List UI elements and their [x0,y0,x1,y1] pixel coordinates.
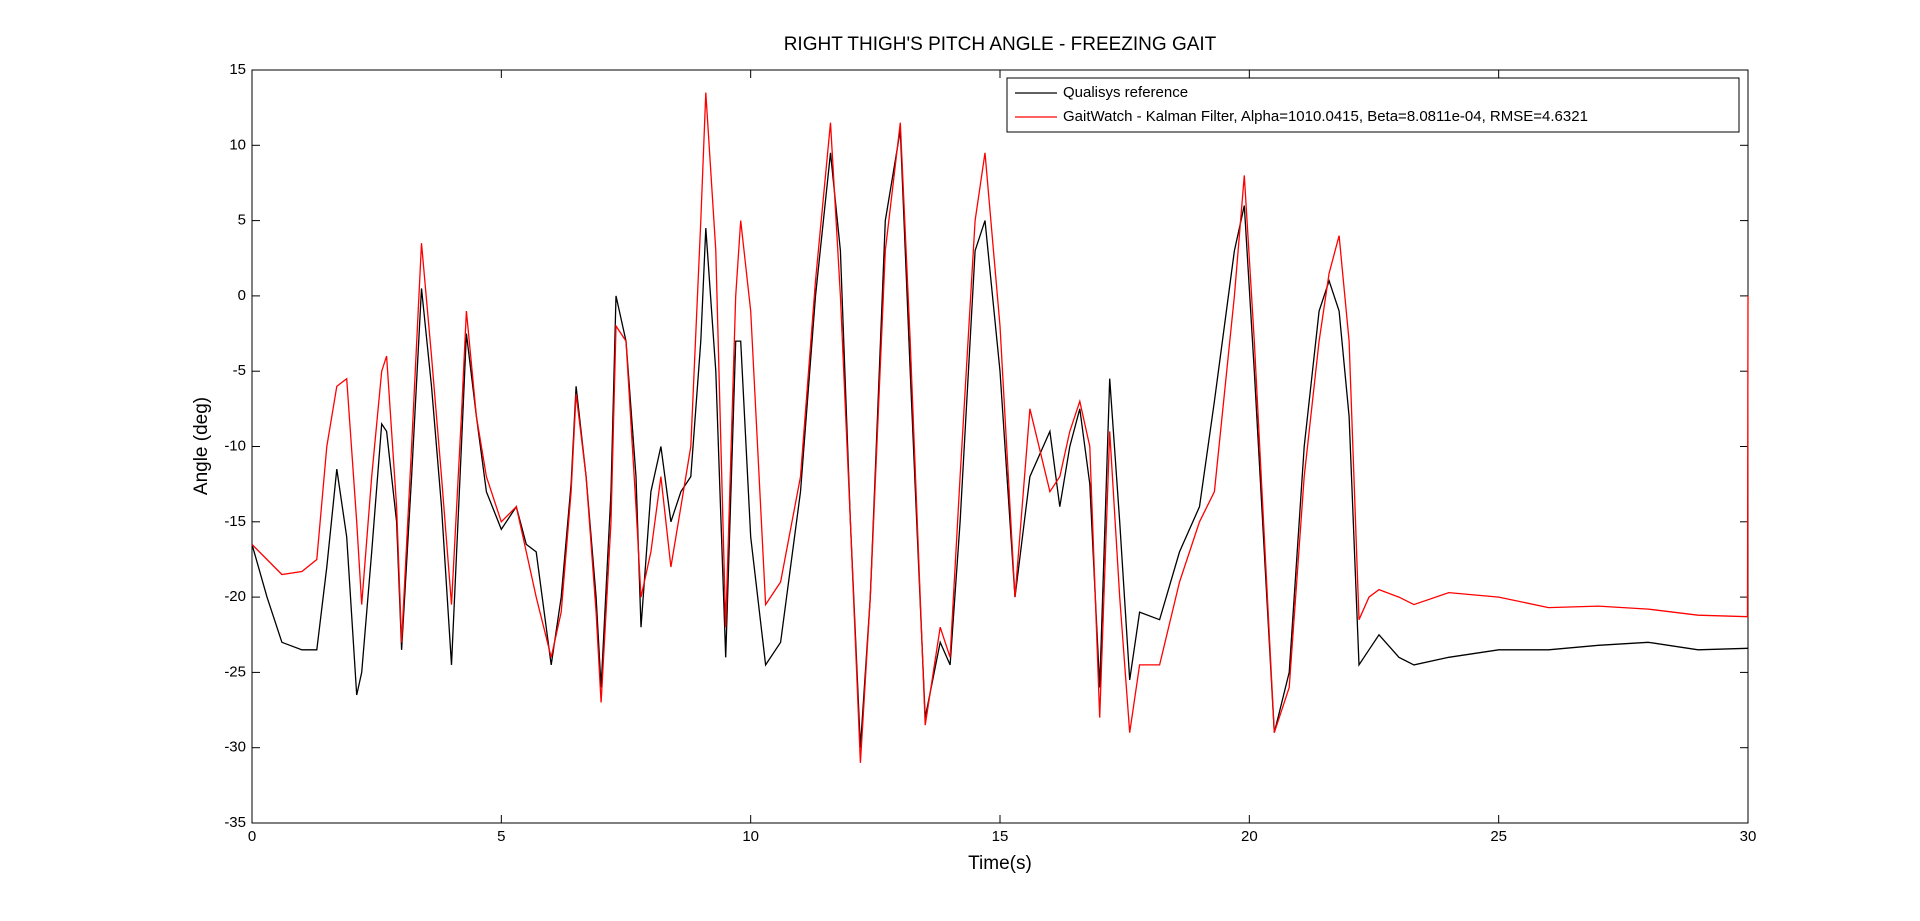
x-tick-label: 0 [248,828,256,845]
x-tick-label: 25 [1490,828,1507,845]
x-tick-label: 10 [742,828,759,845]
x-tick-label: 30 [1740,828,1757,845]
data-line [251,92,1749,763]
chart-title: RIGHT THIGH'S PITCH ANGLE - FREEZING GAI… [784,34,1217,55]
legend-label: Qualisys reference [1063,84,1188,101]
y-tick-label: -25 [224,663,246,680]
y-tick-label: 0 [238,287,246,304]
y-tick-label: -35 [224,814,246,831]
y-tick-label: -20 [224,588,246,605]
y-tick-label: 15 [229,61,246,78]
legend-box [1006,77,1740,133]
y-tick-label: 5 [238,212,246,229]
x-tick-label: 5 [497,828,505,845]
plot-area [251,69,1749,824]
y-tick-label: 10 [229,136,246,153]
y-tick-label: -5 [233,362,246,379]
x-tick-label: 15 [992,828,1009,845]
y-tick-label: -10 [224,437,246,454]
x-axis-label: Time(s) [968,853,1032,874]
y-tick-label: -15 [224,513,246,530]
y-axis-label: Angle (deg) [191,397,212,495]
legend-label: GaitWatch - Kalman Filter, Alpha=1010.04… [1063,108,1588,125]
y-tick-label: -30 [224,739,246,756]
data-line [251,130,1748,748]
x-tick-label: 20 [1241,828,1258,845]
